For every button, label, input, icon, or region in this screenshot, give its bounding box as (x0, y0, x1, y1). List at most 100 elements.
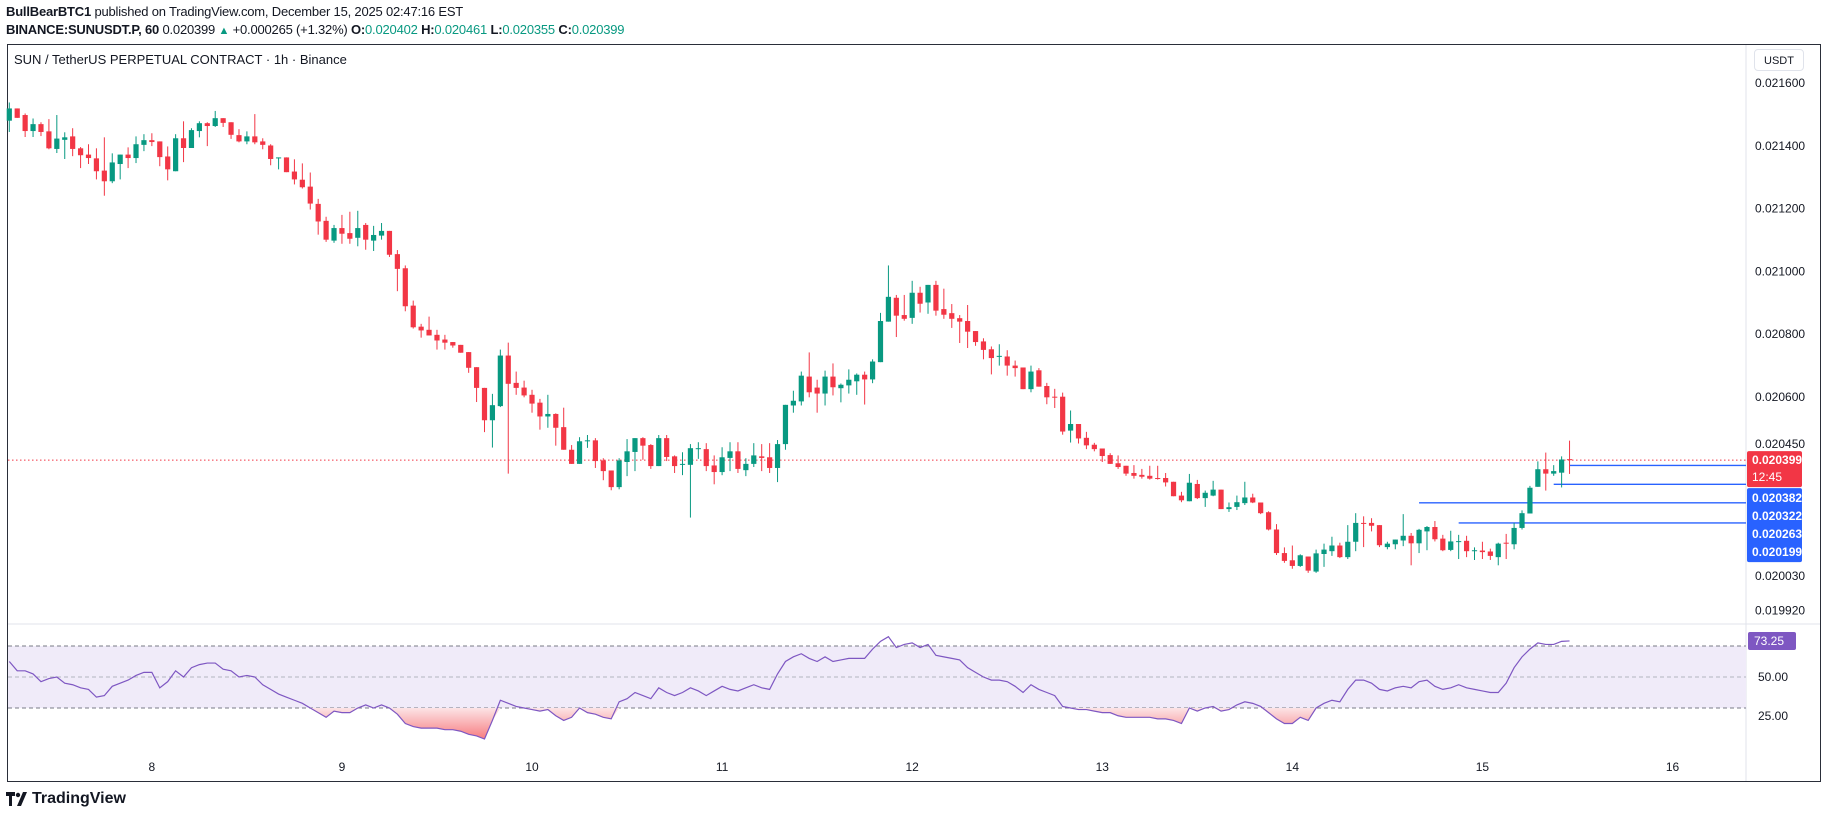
candle (838, 383, 844, 403)
candle-body (1075, 424, 1082, 439)
candle (1503, 533, 1509, 560)
candle-body (180, 138, 187, 148)
candle-body (838, 384, 844, 389)
candle (473, 367, 480, 403)
candle (1361, 516, 1367, 548)
candle (157, 141, 163, 167)
candle-body (378, 230, 385, 236)
candle (1067, 410, 1074, 443)
candle (1170, 481, 1177, 497)
candle-body (925, 284, 931, 303)
candle (616, 458, 622, 490)
candle-body (1463, 540, 1470, 552)
candle (972, 331, 979, 346)
candle (592, 438, 598, 468)
candle-body (877, 321, 884, 363)
candle (1107, 453, 1113, 464)
rsi-value-badge (1748, 631, 1796, 650)
candle-body (576, 441, 583, 464)
candle (355, 210, 361, 247)
candle-body (149, 140, 155, 143)
candle (1511, 522, 1517, 550)
candle (410, 300, 416, 329)
candle (283, 157, 290, 173)
candle (537, 398, 543, 430)
price-tick-label: 0.019920 (1755, 604, 1805, 618)
candle-body (371, 234, 377, 241)
candle-body (212, 118, 218, 127)
candle (228, 122, 234, 139)
candle (188, 128, 195, 148)
author-name[interactable]: BullBearBTC1 (6, 4, 92, 19)
candle (46, 119, 52, 150)
candle (1463, 535, 1470, 558)
candle (1456, 534, 1462, 560)
candle-body (957, 318, 963, 322)
candle-body (545, 413, 551, 417)
candle (1384, 541, 1390, 550)
candle (1139, 468, 1145, 479)
candle-body (418, 326, 424, 331)
open-label: O: (350, 22, 366, 37)
candle (513, 371, 519, 395)
candle (711, 455, 717, 485)
candle-body (869, 361, 876, 380)
candle-body (402, 268, 408, 307)
candle-body (1123, 465, 1129, 474)
candle-body (101, 170, 107, 182)
candle (1281, 547, 1288, 563)
candle-body (608, 470, 614, 488)
candle (1471, 547, 1478, 560)
candle (1036, 368, 1042, 387)
candle (458, 344, 464, 353)
candle-body (949, 313, 955, 319)
candle-body (434, 334, 440, 341)
candle-body (442, 339, 448, 343)
candle (133, 136, 139, 164)
candle-body (1210, 489, 1216, 496)
price-tick-label: 0.021200 (1755, 202, 1805, 216)
candle-body (473, 367, 480, 388)
candle-body (1297, 555, 1303, 566)
candle (1123, 465, 1129, 476)
low-label: L: (490, 22, 503, 37)
candle-body (648, 445, 654, 467)
price-tick-label: 0.020030 (1755, 569, 1805, 583)
candle (1115, 455, 1121, 469)
candle-body (46, 131, 52, 149)
tradingview-logo[interactable]: TradingView (6, 790, 126, 808)
candle (196, 121, 202, 138)
candle (180, 121, 187, 163)
candle-body (671, 456, 678, 467)
candle-body (1487, 551, 1493, 556)
close-label: C: (558, 22, 572, 37)
chart-frame (7, 44, 1821, 782)
candle-body (505, 355, 511, 384)
candle (244, 131, 250, 145)
candle (394, 250, 400, 292)
candle (1448, 530, 1454, 552)
level-price-label: 0.020263 (1752, 527, 1802, 541)
candle (1163, 472, 1169, 487)
candle-body (1012, 365, 1018, 369)
candle (77, 147, 84, 169)
candle (576, 437, 583, 464)
candle-body (640, 438, 646, 446)
publish-info: BullBearBTC1 published on TradingView.co… (6, 4, 463, 19)
candle-body (466, 352, 472, 368)
candle-body (394, 254, 400, 269)
candle-body (339, 228, 345, 234)
candle (893, 294, 899, 338)
last-price: 0.020399 (162, 22, 216, 37)
currency-button[interactable]: USDT (1754, 49, 1804, 71)
level-price-label: 0.020322 (1752, 509, 1802, 523)
candle-body (561, 427, 567, 450)
candle (1178, 491, 1185, 503)
rsi-tick-label: 25.00 (1758, 709, 1788, 723)
candle (1535, 461, 1541, 487)
candle-body (917, 292, 923, 304)
candle-body (1139, 474, 1145, 477)
candle-body (220, 118, 226, 123)
candle (877, 312, 884, 363)
